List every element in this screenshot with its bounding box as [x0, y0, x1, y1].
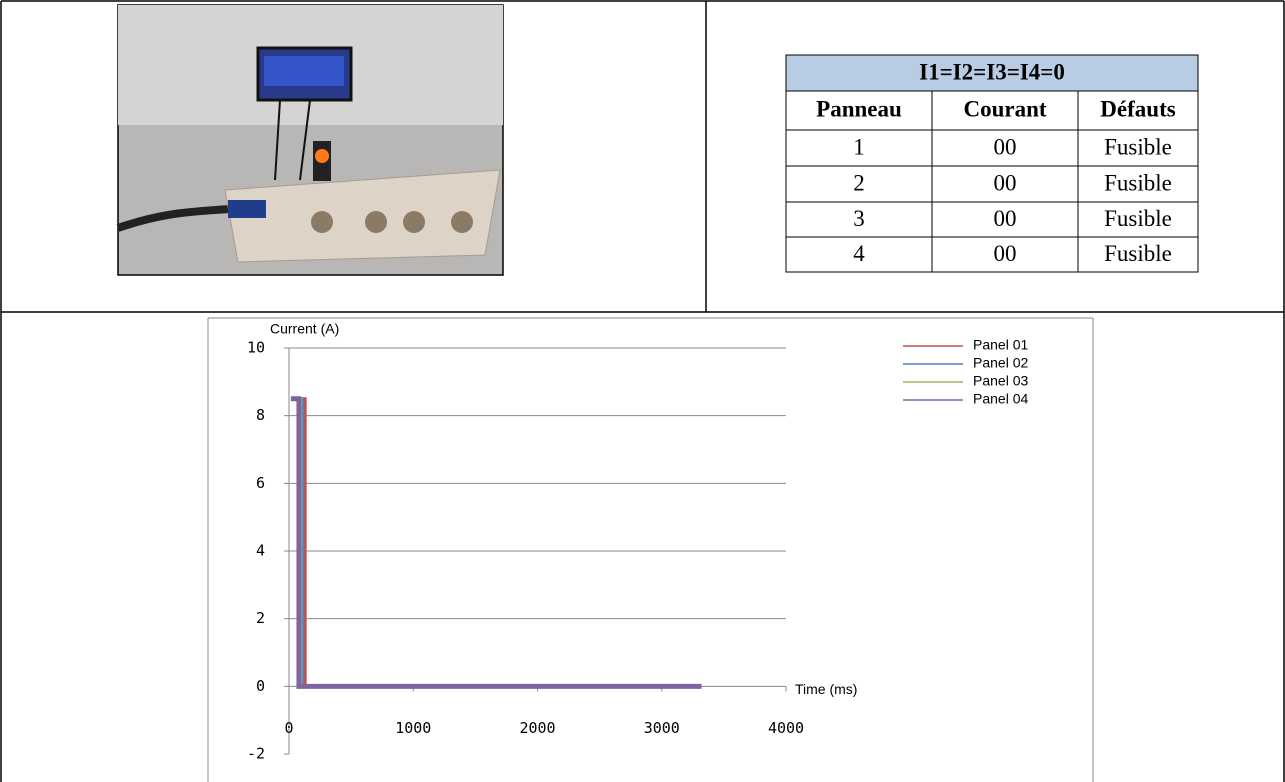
- cell-text: 00: [994, 134, 1017, 159]
- x-tick-label: 2000: [519, 719, 555, 737]
- cell-text: 3: [853, 206, 865, 231]
- chart-frame: [208, 318, 1093, 782]
- data-table: I1=I2=I3=I4=0 Panneau Courant Défauts 1 00 Fus…: [786, 55, 1198, 272]
- legend-label: Panel 02: [973, 355, 1028, 371]
- table-title: I1=I2=I3=I4=0: [919, 59, 1065, 84]
- y-tick-label: 0: [256, 677, 265, 695]
- cell-text: 2: [853, 170, 865, 195]
- series-line: [291, 399, 702, 687]
- y-axis-label: Current (A): [270, 321, 339, 337]
- page: I1=I2=I3=I4=0PanneauCourantDéfauts100Fus…: [0, 0, 1285, 782]
- series-line: [291, 399, 701, 687]
- cell-text: 4: [853, 241, 865, 266]
- cell-text: 00: [994, 241, 1017, 266]
- photo: [118, 5, 503, 275]
- cell-text: Fusible: [1104, 241, 1172, 266]
- header-text: Courant: [963, 96, 1046, 121]
- x-tick-label: 1000: [395, 719, 431, 737]
- x-tick-label: 3000: [644, 719, 680, 737]
- y-tick-label: 10: [247, 339, 265, 357]
- series-line: [293, 399, 702, 687]
- header-text: Défauts: [1100, 96, 1175, 121]
- y-tick-label: 2: [256, 609, 265, 627]
- y-tick-label: -2: [247, 745, 265, 763]
- legend-label: Panel 04: [973, 391, 1028, 407]
- cell-text: Fusible: [1104, 170, 1172, 195]
- chart: -2 0 2 4 6 8 10 0 1000 2000 3000 4000 Current (A) Tim…: [247, 321, 1029, 763]
- y-tick-label: 6: [256, 474, 265, 492]
- x-tick-label: 0: [284, 719, 293, 737]
- series-line: [292, 399, 701, 687]
- cell-text: Fusible: [1104, 206, 1172, 231]
- legend-label: Panel 03: [973, 373, 1028, 389]
- cell-text: 1: [853, 134, 865, 159]
- legend-label: Panel 01: [973, 337, 1028, 353]
- cell-text: Fusible: [1104, 134, 1172, 159]
- cell-text: 00: [994, 170, 1017, 195]
- x-axis-label: Time (ms): [795, 681, 857, 697]
- cell-text: 00: [994, 206, 1017, 231]
- x-tick-label: 4000: [768, 719, 804, 737]
- y-tick-label: 8: [256, 406, 265, 424]
- header-text: Panneau: [816, 96, 902, 121]
- y-tick-label: 4: [256, 542, 265, 560]
